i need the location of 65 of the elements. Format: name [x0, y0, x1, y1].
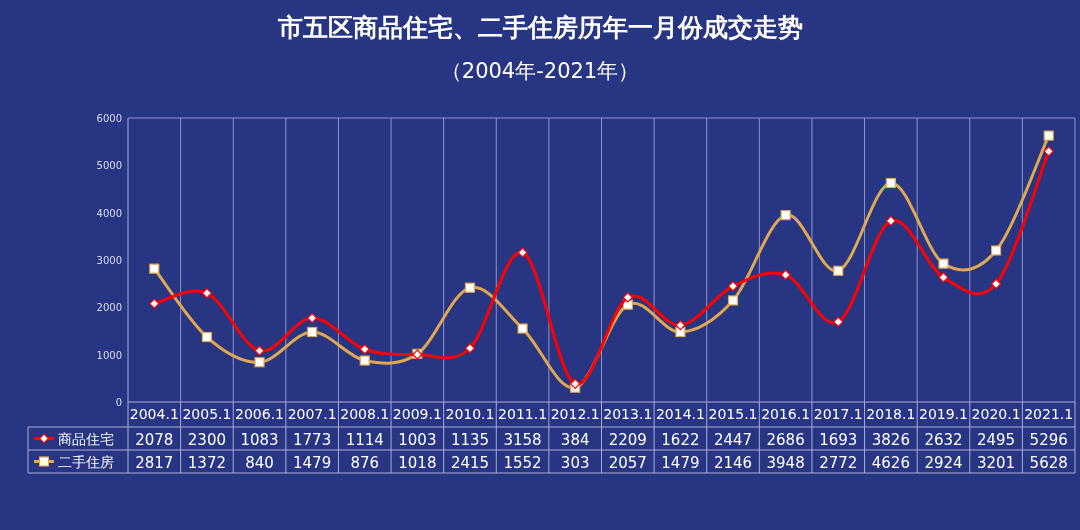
data-label: 2415: [450, 453, 490, 472]
data-label: 2772: [819, 453, 858, 472]
x-tick-label: 2010.1: [445, 406, 495, 422]
x-tick-label: 2017.1: [813, 406, 863, 422]
data-label: 3826: [871, 430, 910, 449]
data-label: 2300: [187, 430, 227, 449]
data-label: 1552: [503, 453, 542, 472]
data-label: 1622: [661, 430, 700, 449]
x-tick-label: 2013.1: [603, 406, 653, 422]
data-label: 2447: [713, 430, 753, 449]
data-label: 3948: [766, 453, 805, 472]
chart-subtitle: （2004年-2021年）: [440, 59, 640, 83]
x-tick-label: 2006.1: [235, 406, 285, 422]
y-tick-label: 2000: [96, 302, 122, 314]
data-label: 1018: [398, 453, 437, 472]
y-tick-label: 3000: [96, 255, 122, 266]
data-label: 1135: [450, 430, 490, 449]
data-label: 840: [245, 453, 274, 472]
data-label: 1773: [293, 430, 332, 449]
data-label: 2924: [924, 453, 963, 472]
data-label: 384: [560, 430, 590, 449]
data-label: 1479: [661, 453, 700, 472]
x-tick-label: 2004.1: [129, 406, 179, 422]
data-label: 3201: [976, 453, 1016, 472]
data-label: 1372: [187, 453, 227, 472]
x-tick-label: 2007.1: [287, 406, 337, 422]
data-label: 1114: [345, 430, 384, 449]
data-label: 2057: [608, 453, 647, 472]
data-label: 5628: [1029, 453, 1068, 472]
data-label: 2817: [135, 453, 174, 472]
data-label: 4626: [871, 453, 910, 472]
y-tick-label: 4000: [96, 207, 122, 219]
x-tick-label: 2014.1: [655, 406, 705, 422]
data-label: 303: [560, 453, 590, 472]
chart-title: 市五区商品住宅、二手住房历年一月份成交走势: [276, 13, 803, 42]
data-label: 5296: [1029, 430, 1068, 449]
legend-label: 二手住房: [58, 453, 114, 470]
data-label: 2209: [608, 430, 647, 449]
x-tick-label: 2011.1: [498, 406, 548, 422]
data-label: 2078: [135, 430, 174, 449]
data-label: 3158: [503, 430, 542, 449]
data-label: 2146: [713, 453, 753, 472]
data-label: 876: [350, 453, 380, 472]
legend-label: 商品住宅: [58, 430, 114, 447]
y-tick-label: 6000: [96, 113, 122, 124]
x-tick-label: 2018.1: [866, 406, 916, 422]
data-label: 1693: [819, 430, 858, 449]
x-tick-label: 2021.1: [1024, 406, 1074, 422]
x-tick-label: 2012.1: [550, 406, 600, 422]
y-tick-label: 5000: [96, 160, 122, 172]
x-tick-label: 2008.1: [340, 406, 390, 422]
data-label: 2495: [976, 430, 1016, 449]
data-label: 1479: [293, 453, 332, 472]
x-tick-label: 2019.1: [918, 406, 968, 422]
x-tick-label: 2005.1: [182, 406, 232, 422]
data-label: 1003: [398, 430, 437, 449]
x-tick-label: 2020.1: [971, 406, 1021, 422]
y-tick-label: 0: [115, 397, 122, 408]
y-tick-label: 1000: [96, 349, 122, 361]
data-label: 2686: [766, 430, 805, 449]
x-tick-label: 2016.1: [761, 406, 811, 422]
x-tick-label: 2015.1: [708, 406, 758, 422]
data-label: 2632: [924, 430, 963, 449]
data-label: 1083: [240, 430, 279, 449]
x-tick-label: 2009.1: [392, 406, 442, 422]
